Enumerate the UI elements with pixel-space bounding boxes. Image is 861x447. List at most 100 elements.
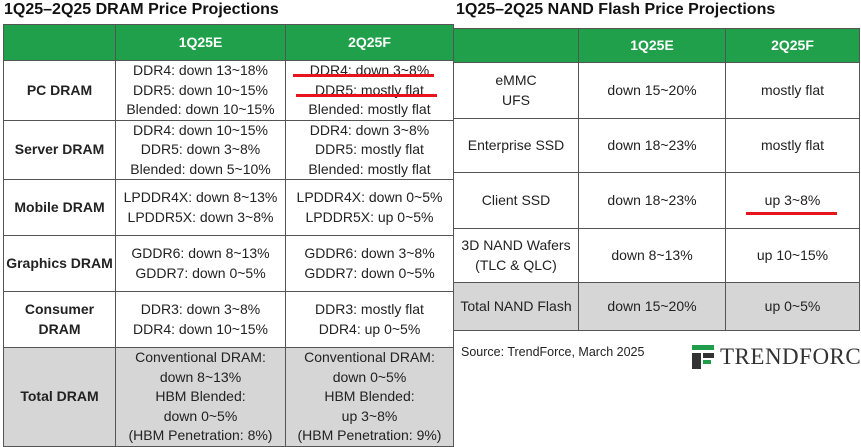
cell-line: (HBM Penetration: 9%) bbox=[297, 427, 442, 443]
row-label: Server DRAM bbox=[3, 119, 116, 180]
cell-line: down 15~20% bbox=[607, 81, 697, 98]
table-row: Mobile DRAM LPDDR4X: down 8~13% LPDDR5X: d… bbox=[3, 179, 454, 236]
cell: up 0~5% bbox=[725, 282, 860, 331]
cell-line: Blended: down 10~15% bbox=[126, 101, 275, 117]
table-row: 3D NAND Wafers (TLC & QLC) down 8~13% up 10… bbox=[453, 228, 860, 283]
cell: mostly flat bbox=[725, 118, 860, 173]
cell: Conventional DRAM: down 0~5% HBM Blended: u… bbox=[285, 347, 454, 447]
cell-line: up 3~8% bbox=[764, 191, 821, 208]
cell-line: mostly flat bbox=[760, 136, 824, 153]
row-label: PC DRAM bbox=[3, 60, 116, 121]
cell-line: Total NAND Flash bbox=[460, 297, 572, 314]
cell: DDR4: down 10~15% DDR5: down 3~8% Blended:… bbox=[115, 119, 286, 180]
dram-table: 1Q25E 2Q25F PC DRAM DDR4: down 13~18% DDR5: … bbox=[3, 24, 454, 447]
cell: mostly flat bbox=[725, 62, 860, 119]
cell-line: GDDR6: down 3~8% bbox=[304, 245, 435, 261]
table-row: Consumer DRAM DDR3: down 3~8% DDR4: down 10… bbox=[3, 291, 454, 348]
cell: GDDR6: down 8~13% GDDR7: down 0~5% bbox=[115, 235, 286, 292]
logo-icon bbox=[692, 345, 714, 369]
header-row: 1Q25E 2Q25F bbox=[453, 28, 860, 63]
nand-title: 1Q25–2Q25 NAND Flash Price Projections bbox=[456, 1, 776, 18]
cell: LPDDR4X: down 8~13% LPDDR5X: down 3~8% bbox=[115, 179, 286, 236]
cell-line: Client SSD bbox=[481, 191, 551, 208]
row-label: Consumer DRAM bbox=[3, 291, 116, 348]
cell: Conventional DRAM: down 8~13% HBM Blended:… bbox=[115, 347, 286, 447]
row-label: Total DRAM bbox=[3, 347, 116, 447]
row-label: Graphics DRAM bbox=[3, 235, 116, 292]
cell: DDR4: down 3~8% DDR5: mostly flat Blended:… bbox=[285, 119, 454, 180]
table-row: eMMC UFS down 15~20% mostly flat bbox=[453, 62, 860, 119]
cell-line: DDR4: up 0~5% bbox=[318, 320, 421, 337]
cell-line: DDR5: mostly flat bbox=[315, 81, 424, 98]
cell-line: Server DRAM bbox=[14, 141, 105, 157]
header-cell: 1Q25E bbox=[578, 28, 726, 63]
cell: up 3~8% bbox=[725, 172, 860, 229]
cell-line: UFS bbox=[502, 91, 530, 108]
cell-line: Consumer bbox=[24, 301, 95, 317]
cell-line: DDR3: down 3~8% bbox=[140, 301, 261, 317]
cell-line: DDR4: down 10~15% bbox=[132, 320, 269, 337]
cell-line: DDR3: mostly flat bbox=[315, 301, 424, 317]
cell: GDDR6: down 3~8% GDDR7: down 0~5% bbox=[285, 235, 454, 292]
row-label: 3D NAND Wafers (TLC & QLC) bbox=[453, 228, 579, 283]
header-cell bbox=[453, 28, 579, 63]
cell: down 8~13% bbox=[578, 228, 726, 283]
row-label: Client SSD bbox=[453, 172, 579, 229]
cell: down 18~23% bbox=[578, 118, 726, 173]
logo: TRENDFORCE bbox=[692, 344, 861, 370]
cell-line: PC DRAM bbox=[26, 81, 93, 98]
cell-line: up 10~15% bbox=[756, 246, 829, 263]
highlight-underline bbox=[296, 94, 437, 97]
table-row: Graphics DRAM GDDR6: down 8~13% GDDR7: dow… bbox=[3, 235, 454, 292]
row-label: eMMC UFS bbox=[453, 62, 579, 119]
cell-line: GDDR7: down 0~5% bbox=[135, 264, 266, 281]
highlight-underline bbox=[293, 74, 434, 77]
cell-line: LPDDR5X: up 0~5% bbox=[305, 208, 434, 225]
cell-line: DDR4: down 13~18% bbox=[132, 62, 269, 78]
cell-line: GDDR6: down 8~13% bbox=[131, 245, 270, 261]
cell-line: DDR4: down 10~15% bbox=[132, 121, 269, 138]
cell: DDR4: down 13~18% DDR5: down 10~15% Blende… bbox=[115, 60, 286, 121]
cell-line: DDR5: mostly flat bbox=[315, 141, 424, 157]
cell: DDR4: down 3~8% DDR5: mostly flat Blended:… bbox=[285, 60, 454, 121]
cell: down 18~23% bbox=[578, 172, 726, 229]
table-row: Enterprise SSD down 18~23% mostly flat bbox=[453, 118, 860, 173]
cell-line: up 3~8% bbox=[341, 407, 398, 424]
cell-line: Total DRAM bbox=[20, 388, 99, 404]
cell: up 10~15% bbox=[725, 228, 860, 283]
cell: DDR3: down 3~8% DDR4: down 10~15% bbox=[115, 291, 286, 348]
header-cell: 2Q25F bbox=[725, 28, 860, 63]
cell-line: down 18~23% bbox=[607, 191, 697, 208]
source-note: Source: TrendForce, March 2025 bbox=[461, 345, 645, 359]
cell-line: eMMC bbox=[495, 72, 537, 88]
nand-table: 1Q25E 2Q25F eMMC UFS down 15~20% mostly flat E… bbox=[453, 28, 860, 331]
cell: down 15~20% bbox=[578, 62, 726, 119]
cell-line: Blended: mostly flat bbox=[308, 160, 431, 177]
row-label: Enterprise SSD bbox=[453, 118, 579, 173]
cell-line: Blended: down 5~10% bbox=[130, 160, 271, 177]
table-row: Total DRAM Conventional DRAM: down 8~13% HB… bbox=[3, 347, 454, 447]
row-label: Total NAND Flash bbox=[453, 282, 579, 331]
cell-line: DDR4: down 3~8% bbox=[309, 121, 430, 138]
cell-line: HBM Blended: bbox=[324, 388, 415, 404]
cell-line: DDR4: down 3~8% bbox=[309, 62, 430, 78]
cell-line: (HBM Penetration: 8%) bbox=[128, 427, 273, 443]
header-cell bbox=[3, 24, 116, 61]
cell: DDR3: mostly flat DDR4: up 0~5% bbox=[285, 291, 454, 348]
cell-line: DDR5: down 10~15% bbox=[132, 81, 269, 98]
cell-line: down 0~5% bbox=[332, 368, 407, 385]
cell-line: LPDDR4X: down 8~13% bbox=[123, 189, 278, 205]
cell-line: HBM Blended: bbox=[155, 388, 246, 404]
header-cell: 1Q25E bbox=[115, 24, 286, 61]
table-row: Total NAND Flash down 15~20% up 0~5% bbox=[453, 282, 860, 331]
cell-line: 3D NAND Wafers bbox=[461, 237, 571, 253]
table-row: Client SSD down 18~23% up 3~8% bbox=[453, 172, 860, 229]
cell-line: down 15~20% bbox=[607, 297, 697, 314]
cell-line: Graphics DRAM bbox=[6, 254, 113, 271]
dram-title: 1Q25–2Q25 DRAM Price Projections bbox=[4, 1, 279, 18]
table-row: PC DRAM DDR4: down 13~18% DDR5: down 10~15… bbox=[3, 60, 454, 121]
cell-line: Mobile DRAM bbox=[14, 198, 105, 215]
cell-line: DDR5: down 3~8% bbox=[140, 141, 261, 157]
cell-line: Conventional DRAM: bbox=[135, 349, 266, 365]
